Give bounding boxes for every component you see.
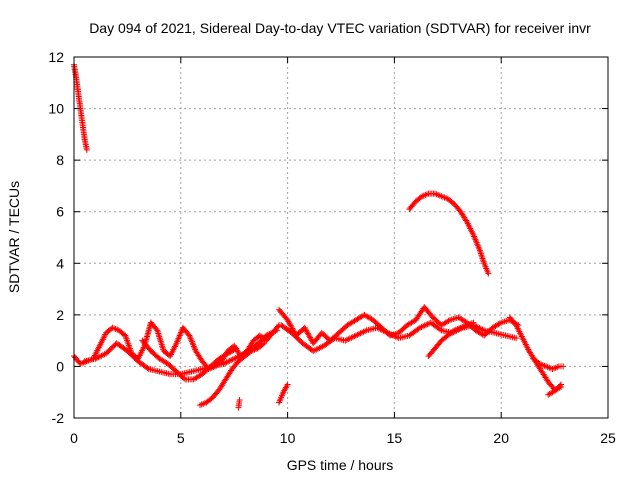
series-low-rise — [276, 381, 291, 406]
x-tick-label: 15 — [387, 430, 403, 446]
data-point — [233, 345, 240, 352]
data-point — [83, 146, 90, 153]
y-tick-label: 2 — [56, 307, 64, 323]
y-tick-label: 6 — [56, 204, 64, 220]
series-descending-run — [197, 340, 268, 409]
data-point — [284, 381, 291, 388]
series-track-c — [139, 337, 240, 383]
data-point — [470, 319, 477, 326]
plot-frame — [73, 56, 609, 419]
x-axis-label: GPS time / hours — [287, 457, 394, 473]
data-point-fill — [556, 382, 563, 389]
data-point — [558, 381, 565, 388]
data-point — [485, 270, 492, 277]
data-point-fill — [180, 375, 187, 382]
series-track-f — [425, 319, 477, 360]
series-isolated-low — [235, 396, 243, 411]
data-point-fill — [437, 326, 444, 333]
data-point — [560, 363, 567, 370]
series-track-a — [71, 319, 283, 373]
grid-lines — [74, 57, 608, 418]
y-tick-label: 12 — [48, 49, 64, 65]
data-point-fill — [445, 317, 452, 324]
y-tick-label: 4 — [56, 255, 64, 271]
chart-title: Day 094 of 2021, Sidereal Day-to-day VTE… — [89, 20, 591, 36]
y-tick-label: 0 — [56, 358, 64, 374]
data-point-fill — [259, 341, 266, 348]
data-point-fill — [496, 320, 503, 327]
data-points — [71, 61, 567, 411]
y-tick-label: 10 — [48, 101, 64, 117]
y-tick-label: 8 — [56, 152, 64, 168]
x-tick-label: 25 — [600, 430, 616, 446]
series-tail-low — [545, 381, 565, 398]
data-point — [236, 396, 243, 403]
data-point-fill — [463, 217, 470, 224]
y-tick-label: -2 — [52, 410, 65, 426]
x-tick-label: 20 — [493, 430, 509, 446]
series-track-e — [278, 319, 520, 354]
data-point-fill — [144, 365, 151, 372]
x-tick-label: 0 — [70, 430, 78, 446]
data-point — [273, 327, 280, 334]
data-point-fill — [231, 346, 238, 353]
data-point — [261, 340, 268, 347]
axis-ticks: 0 5 10 15 20 25 -2 0 2 4 6 8 10 12 — [48, 49, 616, 446]
series-arc-high — [406, 190, 492, 277]
data-point — [513, 335, 520, 342]
series-tail-flat — [530, 355, 567, 373]
series-track-b — [81, 327, 280, 378]
x-tick-label: 5 — [177, 430, 185, 446]
y-axis-label: SDTVAR / TECUs — [6, 181, 22, 293]
x-tick-label: 10 — [280, 430, 296, 446]
